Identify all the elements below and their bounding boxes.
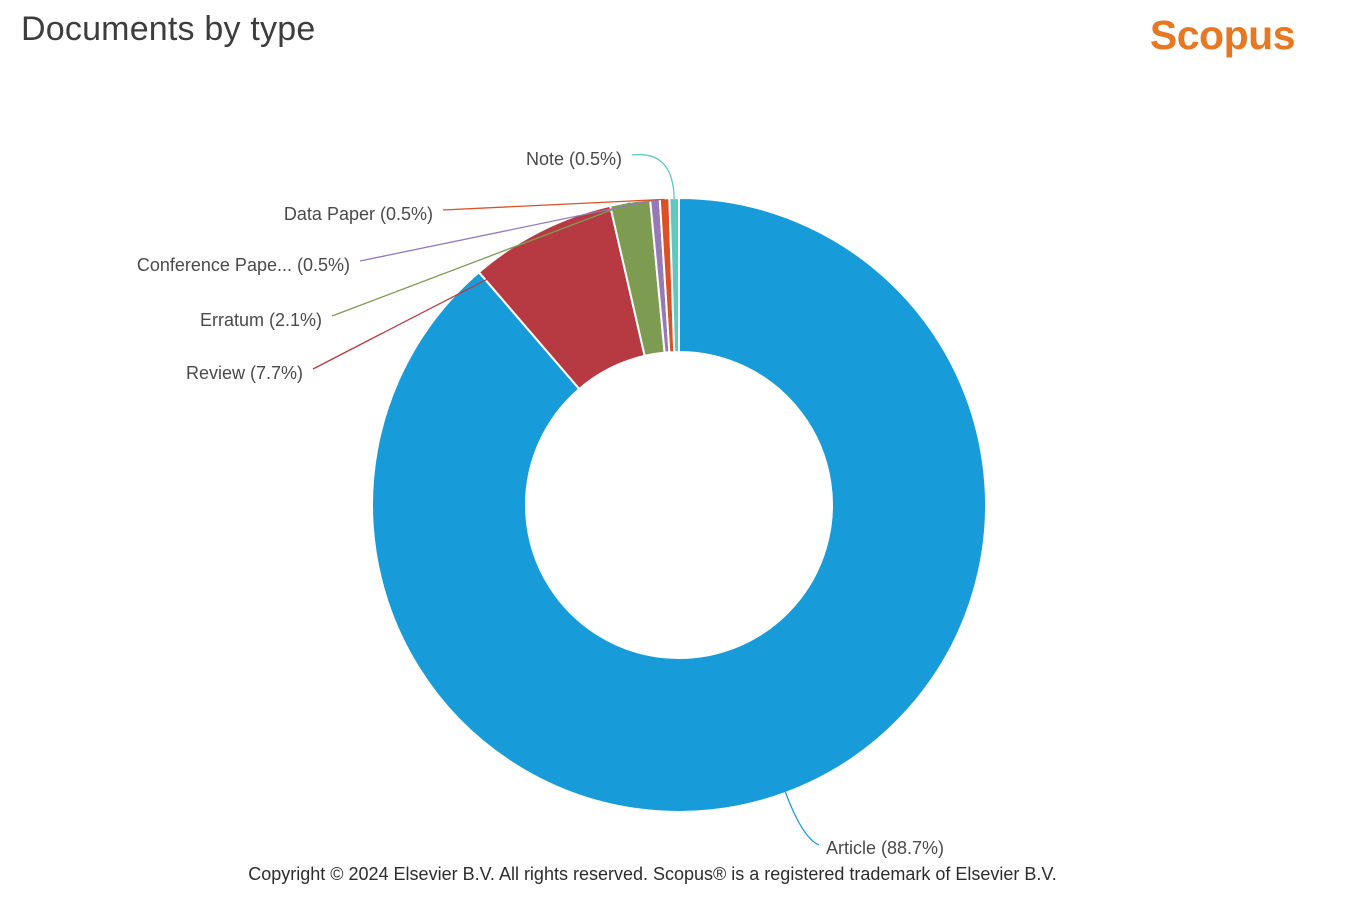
connector-note: [631, 153, 675, 200]
slice-article[interactable]: [371, 197, 987, 813]
slice-note[interactable]: [668, 196, 680, 354]
slice-label-article: Article (88.7%): [826, 838, 945, 858]
connector-review: [312, 220, 601, 370]
chart-title: Documents by type: [21, 10, 316, 48]
connector-data-paper: [442, 198, 665, 211]
copyright-text: Copyright © 2024 Elsevier B.V. All right…: [248, 864, 1057, 884]
connector-article: [784, 791, 820, 846]
connector-erratum: [331, 202, 631, 317]
slice-label-erratum: Erratum (2.1%): [199, 310, 322, 330]
slice-label-data-paper: Data Paper (0.5%): [283, 204, 433, 224]
slice-label-note: Note (0.5%): [525, 149, 622, 169]
slice-label-conference-paper: Conference Pape... (0.5%): [136, 255, 350, 275]
connector-conference-paper: [359, 199, 656, 262]
slice-label-review: Review (7.7%): [185, 363, 303, 383]
scopus-logo: Scopus: [1149, 12, 1296, 58]
